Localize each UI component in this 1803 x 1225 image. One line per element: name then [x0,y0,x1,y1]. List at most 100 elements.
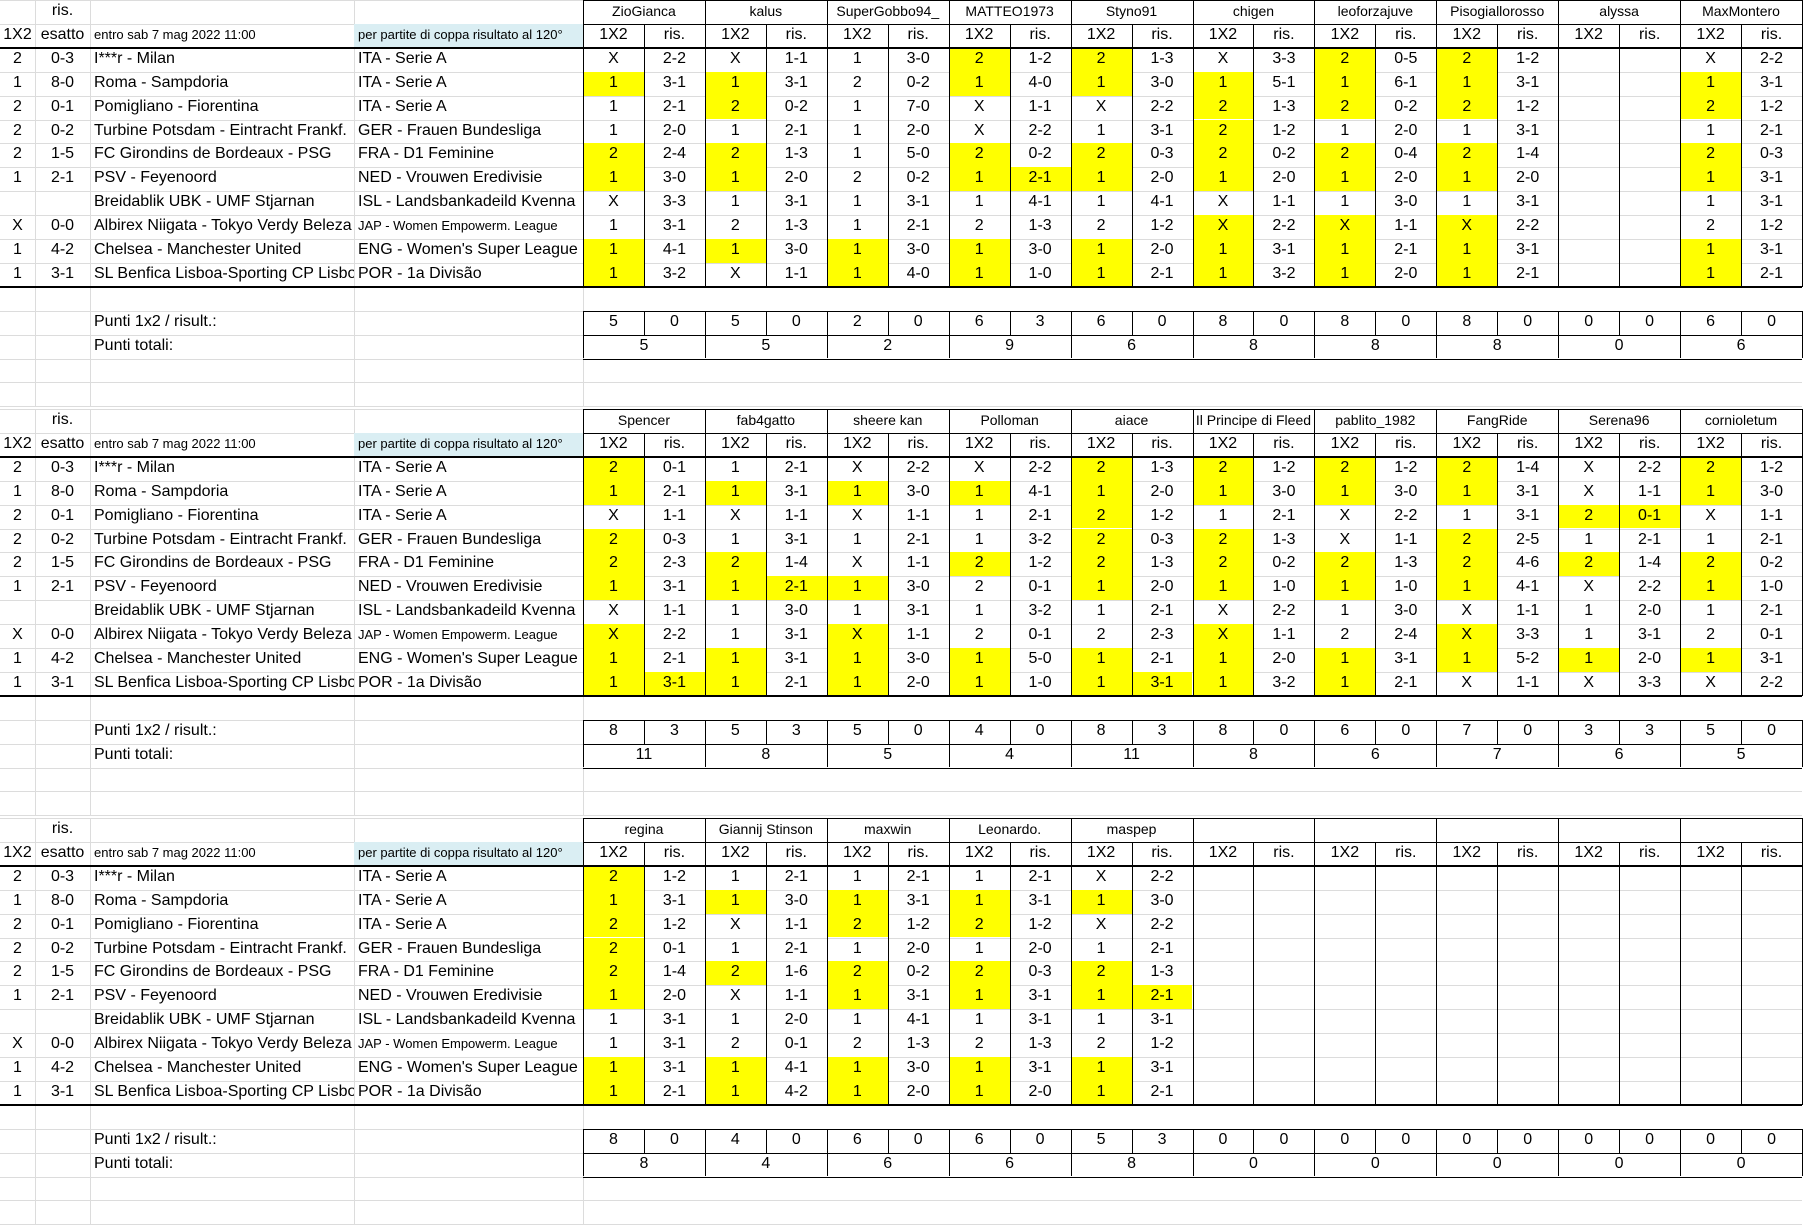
border [0,46,1802,49]
ris-header-top: ris. [51,411,74,428]
pick-1x2: 1 [948,1080,1010,1105]
points-score: 0 [669,312,679,330]
border [583,767,1802,769]
pick-1x2 [1680,938,1741,962]
pick-score: 3-0 [906,578,930,596]
pick-score: 3-1 [1638,626,1662,644]
match-exact-score: 4-2 [50,650,75,667]
player-name: Il Principe di Fleed [1195,412,1312,428]
border [948,719,950,768]
match-name: PSV - Feyenoord [94,987,217,1005]
pick-1x2: 1 [1436,480,1498,505]
pick-score: 3-0 [662,169,686,187]
pick-1x2: 1 [1340,602,1350,620]
pick-1x2: 1 [974,867,984,885]
match-name: Turbine Potsdam - Eintracht Frankf. [94,530,347,548]
pick-score: 2-3 [662,554,686,572]
pick-score [1741,938,1802,962]
pick-score: 1-2 [1516,49,1540,67]
pick-score: 1-4 [662,963,686,981]
points-score: 0 [1279,312,1289,330]
pick-score: 3-2 [1028,530,1052,548]
pick-1x2 [1558,1057,1619,1081]
pick-1x2: 1 [826,985,888,1010]
pick-1x2: 2 [1192,552,1254,577]
pick-score: 1-3 [1394,554,1418,572]
pick-score: 3-1 [1028,1011,1052,1029]
pick-score: 2-1 [1150,264,1174,282]
border [887,719,889,744]
match-name: Breidablik UBK - UMF Stjarnan [94,602,315,620]
border [826,310,828,359]
pick-score: 2-2 [906,458,930,476]
pick-1x2: 1 [1436,262,1498,287]
match-name: PSV - Feyenoord [94,578,217,596]
pick-1x2 [1193,1009,1254,1033]
player-1x2-subheader: 1X2 [1086,843,1116,861]
match-exact-score: 0-3 [50,867,75,885]
match-result-1x2: 2 [13,963,22,981]
pick-1x2: 1 [948,480,1010,505]
pick-1x2: 2 [1192,528,1254,553]
player-ris-subheader: ris. [1029,25,1051,43]
border [1131,432,1133,696]
pick-1x2: 1 [826,1057,888,1081]
player-1x2-subheader: 1X2 [964,25,994,43]
pick-1x2: 1 [1192,576,1254,601]
pick-score: 1-0 [1028,673,1052,691]
match-exact-score: 0-1 [50,97,75,115]
match-exact-score: 3-1 [50,264,75,282]
points-1x2: 3 [1584,721,1594,739]
pick-1x2: 1 [730,602,740,620]
points-1x2: 8 [609,721,618,739]
pick-1x2: 1 [948,239,1010,263]
pick-score [1497,890,1558,914]
match-league: ISL - Landsbankadeild Kvenna [358,1011,576,1029]
match-league: ITA - Serie A [358,506,447,524]
pick-score: 1-3 [784,145,808,163]
pick-1x2: 1 [1096,1011,1106,1029]
border [1009,23,1011,287]
player-name: Serena96 [1588,412,1650,428]
pick-1x2: 1 [704,239,766,263]
border [1558,1128,1560,1177]
pick-1x2: 2 [852,73,862,91]
pick-score: 3-1 [662,578,686,596]
gridline [0,815,1802,817]
border [1497,310,1499,335]
pick-1x2: 1 [974,1011,984,1029]
pick-score: 1-1 [1516,602,1540,620]
pick-score: 3-1 [906,602,930,620]
pick-1x2: 1 [1192,239,1254,263]
pick-score: 1-2 [1150,217,1174,235]
pick-1x2: 1 [1680,480,1742,505]
points-score: 0 [1035,721,1045,739]
pick-score: 1-3 [1272,97,1296,115]
pick-score: 2-2 [1028,121,1052,139]
gridline [354,409,355,816]
player-name: sheere kan [853,412,923,428]
pick-score [1741,985,1802,1009]
pick-1x2: 2 [583,456,644,481]
match-league: GER - Frauen Bundesliga [358,939,542,957]
pick-1x2: X [1436,215,1498,239]
border [0,455,1802,458]
pick-1x2: 1 [1070,985,1132,1010]
points-total-label: Punti totali: [94,745,174,763]
pick-1x2: 1 [1584,626,1594,644]
gridline [0,913,1802,915]
pick-1x2: 2 [1192,119,1254,144]
gridline [0,648,1802,649]
pick-1x2: 1 [826,576,888,601]
pick-1x2: 2 [1096,217,1106,235]
pick-1x2: 1 [1096,121,1106,139]
border [583,334,1802,336]
pick-score [1741,961,1802,985]
pick-1x2: 1 [852,145,862,163]
pick-1x2: 1 [852,939,862,957]
pick-score: 3-0 [784,241,808,258]
pick-score: 1-2 [1759,458,1784,476]
match-exact-score: 0-1 [50,506,75,524]
points-total: 4 [761,1154,771,1172]
border [643,310,645,335]
